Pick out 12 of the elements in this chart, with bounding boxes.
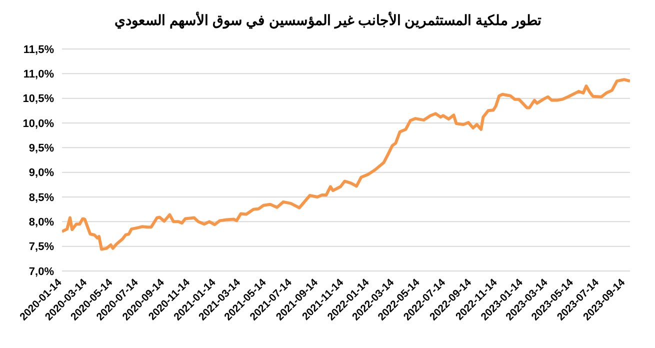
y-tick-label: 8,0% [28,216,54,229]
y-tick-label: 11,0% [23,68,54,81]
y-tick-label: 7,5% [28,241,54,254]
y-tick-label: 9,5% [28,142,54,155]
y-tick-label: 9,0% [28,167,54,180]
y-tick-label: 10,5% [22,93,54,106]
line-series [62,78,630,251]
y-tick-label: 10,0% [22,118,54,130]
y-tick-label: 8,5% [28,192,54,204]
y-tick-label: 11,5% [23,44,54,56]
y-tick-label: 7,0% [28,266,54,278]
chart-title: تطور ملكية المستثمرين الأجانب غير المؤسسين في سوق الأسهم السعودي [113,10,542,31]
